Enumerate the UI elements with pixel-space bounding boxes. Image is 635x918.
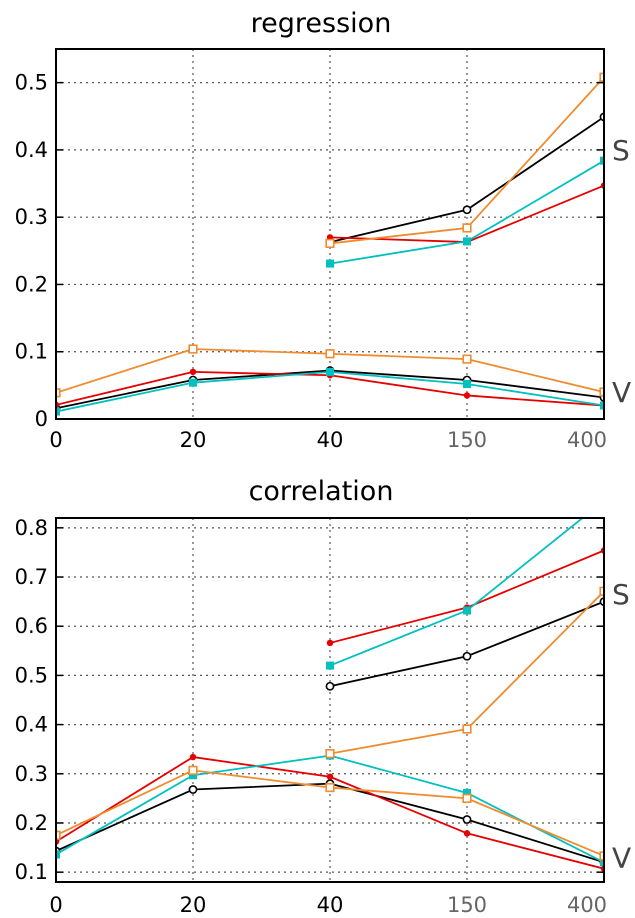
y-tick-label: 0.2 bbox=[15, 811, 48, 835]
annotation-label: V bbox=[612, 376, 631, 409]
y-tick-label: 0.1 bbox=[15, 340, 48, 364]
correlation-panel: correlation 0.1 0.2 0.3 0.4 0.5 0.6 0.7 0.8 0 2… bbox=[15, 476, 632, 917]
y-tick-label: 0.6 bbox=[15, 614, 48, 638]
y-tick-label: 0.3 bbox=[15, 205, 48, 229]
data-point bbox=[325, 238, 335, 249]
data-point bbox=[600, 858, 604, 867]
data-point bbox=[326, 367, 334, 376]
x-axis: 0 20 40 150 400 bbox=[49, 428, 607, 452]
data-point bbox=[463, 380, 471, 389]
data-point bbox=[462, 651, 472, 661]
data-point bbox=[188, 344, 198, 354]
x-tick-label: 0 bbox=[49, 428, 62, 452]
x-tick-label: 20 bbox=[180, 893, 207, 917]
data-point bbox=[188, 785, 198, 794]
y-tick-label: 0 bbox=[35, 407, 48, 431]
y-axis: 0.1 0.2 0.3 0.4 0.5 0.6 0.7 0.8 bbox=[15, 516, 604, 884]
data-point bbox=[463, 392, 471, 399]
series-group bbox=[56, 497, 608, 872]
data-point bbox=[189, 378, 197, 387]
data-point bbox=[462, 793, 472, 803]
data-point bbox=[599, 851, 604, 861]
annotations: S V bbox=[612, 578, 631, 874]
x-tick-label: 0 bbox=[49, 893, 62, 917]
data-point bbox=[325, 749, 335, 759]
data-point bbox=[189, 368, 197, 376]
grid-lines bbox=[56, 518, 604, 882]
data-point bbox=[189, 753, 197, 761]
annotation-label: S bbox=[612, 134, 630, 167]
x-tick-label: 150 bbox=[447, 893, 487, 917]
data-point bbox=[463, 606, 471, 615]
plot-frame bbox=[55, 48, 605, 420]
data-point bbox=[600, 156, 604, 165]
data-point bbox=[463, 788, 471, 797]
data-point bbox=[600, 401, 604, 410]
regression-panel: regression 0 0.1 0.2 0.3 0.4 0.5 0 20 40 150 … bbox=[15, 8, 632, 452]
y-tick-label: 0.4 bbox=[15, 713, 48, 737]
y-tick-label: 0.1 bbox=[15, 860, 48, 884]
x-tick-label: 400 bbox=[567, 428, 607, 452]
data-point bbox=[326, 639, 334, 647]
data-point bbox=[56, 407, 60, 416]
y-tick-label: 0.3 bbox=[15, 762, 48, 786]
y-tick-label: 0.5 bbox=[15, 663, 48, 687]
panel-title: correlation bbox=[249, 476, 394, 507]
series-group bbox=[56, 72, 604, 416]
grid-lines bbox=[56, 49, 604, 419]
y-tick-label: 0.2 bbox=[15, 272, 48, 296]
data-point bbox=[462, 205, 472, 215]
data-point bbox=[462, 354, 472, 364]
data-point bbox=[600, 497, 608, 505]
data-point bbox=[325, 349, 335, 359]
data-point bbox=[189, 771, 197, 780]
data-point bbox=[188, 765, 198, 775]
x-tick-label: 20 bbox=[180, 428, 207, 452]
data-point bbox=[462, 724, 472, 734]
data-point bbox=[463, 237, 471, 246]
data-point bbox=[463, 830, 471, 837]
data-point bbox=[325, 782, 335, 793]
data-point bbox=[326, 773, 334, 780]
y-tick-label: 0.4 bbox=[15, 138, 48, 162]
data-point bbox=[462, 223, 472, 233]
data-point bbox=[599, 387, 604, 397]
data-point bbox=[326, 259, 334, 268]
data-point bbox=[326, 661, 334, 670]
data-point bbox=[599, 72, 604, 82]
panel-title: regression bbox=[251, 8, 392, 39]
y-axis: 0 0.1 0.2 0.3 0.4 0.5 bbox=[15, 71, 604, 431]
data-point bbox=[56, 850, 60, 859]
x-tick-label: 400 bbox=[567, 893, 607, 917]
x-tick-label: 40 bbox=[317, 893, 344, 917]
y-tick-label: 0.7 bbox=[15, 565, 48, 589]
y-tick-label: 0.5 bbox=[15, 71, 48, 95]
annotation-label: S bbox=[612, 578, 630, 611]
annotations: S V bbox=[612, 134, 631, 409]
data-point bbox=[462, 815, 472, 824]
data-point bbox=[599, 586, 604, 596]
plot-frame bbox=[55, 517, 605, 883]
x-tick-label: 150 bbox=[447, 428, 487, 452]
y-tick-label: 0.8 bbox=[15, 516, 48, 540]
annotation-label: V bbox=[612, 841, 631, 874]
x-axis: 0 20 40 150 400 bbox=[49, 893, 607, 917]
data-point bbox=[325, 681, 335, 691]
x-tick-label: 40 bbox=[317, 428, 344, 452]
